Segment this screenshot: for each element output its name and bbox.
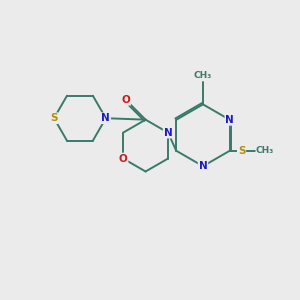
Text: O: O bbox=[119, 154, 128, 164]
Text: N: N bbox=[225, 115, 234, 125]
Text: N: N bbox=[199, 161, 207, 171]
Text: S: S bbox=[238, 146, 245, 156]
Text: CH₃: CH₃ bbox=[194, 71, 212, 80]
Text: CH₃: CH₃ bbox=[256, 146, 274, 155]
Text: N: N bbox=[164, 128, 172, 138]
Text: N: N bbox=[101, 113, 110, 123]
Text: S: S bbox=[50, 113, 58, 123]
Text: O: O bbox=[121, 95, 130, 105]
